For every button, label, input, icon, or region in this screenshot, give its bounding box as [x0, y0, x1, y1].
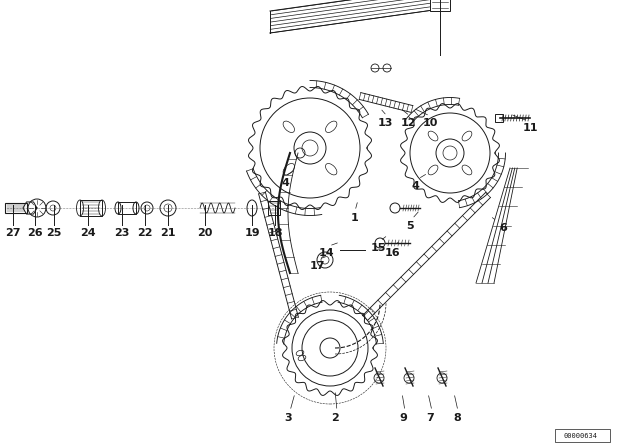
Text: 20: 20 — [197, 228, 212, 238]
Bar — [118, 202, 136, 214]
Text: 00000634: 00000634 — [563, 433, 597, 439]
Text: 9: 9 — [399, 413, 407, 423]
Text: 4: 4 — [281, 178, 289, 188]
Bar — [80, 200, 102, 216]
Text: 2: 2 — [331, 413, 339, 423]
Text: 18: 18 — [268, 228, 283, 238]
Text: 16: 16 — [385, 248, 401, 258]
Bar — [5, 203, 27, 213]
Text: 19: 19 — [244, 228, 260, 238]
Text: 8: 8 — [453, 413, 461, 423]
Text: 12: 12 — [400, 118, 416, 128]
Text: 23: 23 — [115, 228, 130, 238]
Text: 4: 4 — [411, 181, 419, 191]
Text: 3: 3 — [284, 413, 292, 423]
Text: 26: 26 — [27, 228, 43, 238]
Text: 15: 15 — [371, 243, 386, 253]
Text: 21: 21 — [160, 228, 176, 238]
Text: 14: 14 — [319, 248, 335, 258]
Text: 1: 1 — [351, 213, 359, 223]
Text: 22: 22 — [137, 228, 153, 238]
Bar — [430, 0, 450, 10]
Bar — [555, 429, 610, 442]
Text: 11: 11 — [522, 123, 538, 133]
Text: 13: 13 — [378, 118, 393, 128]
Text: 6: 6 — [499, 223, 507, 233]
Bar — [268, 201, 280, 215]
Text: 24: 24 — [80, 228, 96, 238]
Text: 7: 7 — [426, 413, 434, 423]
Text: 10: 10 — [422, 118, 438, 128]
Text: 25: 25 — [46, 228, 61, 238]
Text: 27: 27 — [5, 228, 20, 238]
Bar — [495, 114, 503, 122]
Text: 17: 17 — [309, 261, 324, 271]
Text: 5: 5 — [406, 221, 414, 231]
